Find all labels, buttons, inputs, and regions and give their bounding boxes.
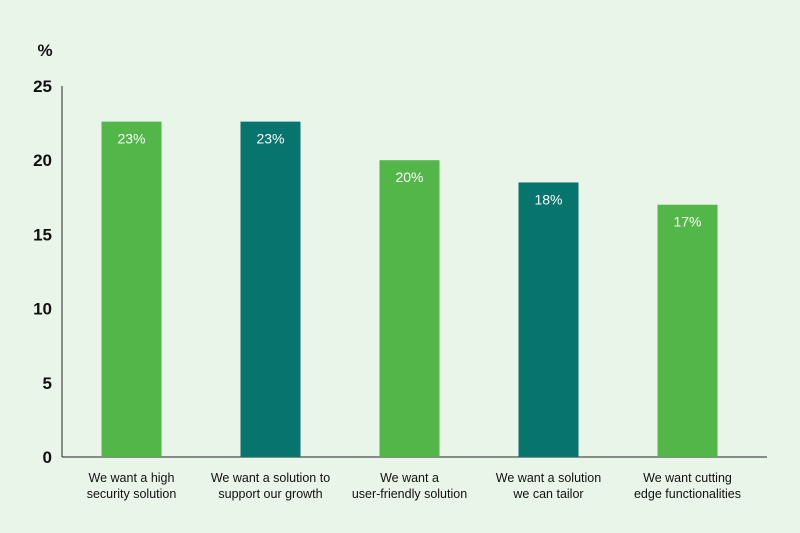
bar-value-label: 20% xyxy=(395,169,423,185)
x-category-label: We want a solution we can tailor xyxy=(496,471,601,501)
y-tick-label: 15 xyxy=(33,225,52,244)
x-category-label: We want a user-friendly solution xyxy=(352,471,467,501)
y-tick-label: 5 xyxy=(43,374,52,393)
y-axis-ticks: 0 5 10 15 20 25 xyxy=(33,77,52,467)
bar xyxy=(657,204,718,457)
bar-value-label: 18% xyxy=(534,191,562,207)
bar xyxy=(379,160,440,457)
bar-value-label: 23% xyxy=(256,131,284,147)
y-tick-label: 10 xyxy=(33,300,52,319)
x-category-label: We want a high security solution xyxy=(87,471,177,501)
x-category-label: We want cutting edge functionalities xyxy=(634,471,741,501)
bars-group xyxy=(101,121,718,457)
x-category-label: We want a solution to support our growth xyxy=(211,471,330,501)
y-tick-label: 25 xyxy=(33,77,52,96)
category-labels: We want a high security solution We want a… xyxy=(87,471,741,501)
y-tick-label: 0 xyxy=(43,448,52,467)
bar xyxy=(240,121,301,457)
bar-value-label: 17% xyxy=(673,214,701,230)
bar-value-label: 23% xyxy=(117,131,145,147)
y-axis-unit-label: % xyxy=(37,41,52,60)
bar xyxy=(518,182,579,457)
bar-value-labels: 23% 23% 20% 18% 17% xyxy=(117,131,701,230)
y-tick-label: 20 xyxy=(33,151,52,170)
bar xyxy=(101,121,162,457)
